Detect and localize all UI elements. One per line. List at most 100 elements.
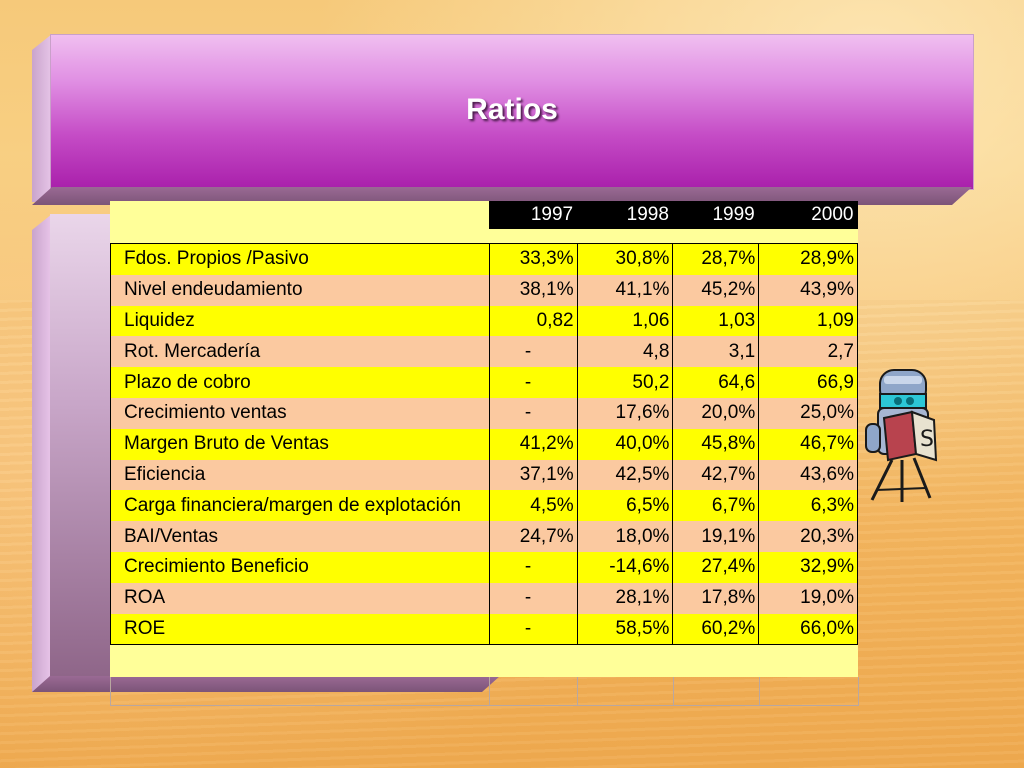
row-label: Liquidez xyxy=(110,305,490,337)
row-label: Nivel endeudamiento xyxy=(110,274,490,306)
row-label: ROE xyxy=(110,613,490,646)
value-cell-1997: 4,5% xyxy=(488,490,578,522)
value-cell-1997: 0,82 xyxy=(488,305,578,337)
table-spacer-row xyxy=(110,229,858,244)
value-cell-1999: 6,7% xyxy=(672,490,759,522)
value-cell-1997: - xyxy=(488,551,578,583)
table-trailing-gridlines xyxy=(110,677,859,707)
row-label: Fdos. Propios /Pasivo xyxy=(110,242,490,275)
row-label: Margen Bruto de Ventas xyxy=(110,428,490,460)
value-cell-2000: 2,7 xyxy=(758,336,858,368)
table-row: Crecimiento Beneficio - -14,6% 27,4% 32,9% xyxy=(110,551,858,583)
table-row: Carga financiera/margen de explotación 4,… xyxy=(110,490,858,522)
column-header-1998: 1998 xyxy=(577,201,673,229)
value-cell-2000: 43,6% xyxy=(758,459,858,491)
table-row: Fdos. Propios /Pasivo 33,3% 30,8% 28,7% 28,9… xyxy=(110,242,858,275)
value-cell-1999: 45,2% xyxy=(672,274,759,306)
value-cell-1998: 17,6% xyxy=(576,397,673,429)
value-cell-1999: 1,03 xyxy=(672,305,759,337)
value-cell-2000: 6,3% xyxy=(758,490,858,522)
table-row: ROE -58,5% 60,2% 66,0% xyxy=(110,613,858,646)
value-cell-1997: 37,1% xyxy=(488,459,578,491)
value-cell-1997: - xyxy=(488,613,578,646)
value-cell-1999: 27,4% xyxy=(672,551,759,583)
row-label: Carga financiera/margen de explotación xyxy=(110,490,490,522)
table-row: Margen Bruto de Ventas 41,2% 40,0% 45,8% 46,… xyxy=(110,428,858,460)
ratios-table: 1997 1998 1999 2000 Fdos. Propios /Pasivo 33,… xyxy=(110,201,858,646)
table-row: Nivel endeudamiento 38,1% 41,1% 45,2% 43,9% xyxy=(110,274,858,306)
value-cell-1998: 50,2 xyxy=(576,367,673,398)
value-cell-2000: 1,09 xyxy=(758,305,858,337)
value-cell-1999: 28,7% xyxy=(672,242,759,275)
value-cell-1998: 18,0% xyxy=(576,521,673,552)
value-cell-2000: 28,9% xyxy=(758,242,858,275)
value-cell-1997: - xyxy=(488,367,578,398)
value-cell-2000: 32,9% xyxy=(758,551,858,583)
value-cell-1999: 64,6 xyxy=(672,367,759,398)
banner-bevel-side xyxy=(32,34,52,202)
spacer-cell xyxy=(672,229,759,244)
title-banner: Ratios xyxy=(50,34,974,190)
content-box-bevel-side xyxy=(32,214,52,692)
value-cell-1998: 28,1% xyxy=(576,582,673,614)
row-label: BAI/Ventas xyxy=(110,521,490,552)
ratios-table-container: 1997 1998 1999 2000 Fdos. Propios /Pasivo 33,… xyxy=(110,201,858,677)
value-cell-1999: 17,8% xyxy=(672,582,759,614)
value-cell-1999: 60,2% xyxy=(672,613,759,646)
row-label: Plazo de cobro xyxy=(110,367,490,398)
value-cell-1997: 41,2% xyxy=(488,428,578,460)
row-label: Rot. Mercadería xyxy=(110,336,490,368)
banner-bevel-bottom xyxy=(32,187,972,205)
value-cell-1998: -14,6% xyxy=(576,551,673,583)
table-row: ROA -28,1% 17,8% 19,0% xyxy=(110,582,858,614)
header-blank-cell xyxy=(110,201,490,229)
value-cell-1998: 41,1% xyxy=(576,274,673,306)
value-cell-1997: 33,3% xyxy=(488,242,578,275)
slide-title: Ratios xyxy=(466,93,558,126)
spacer-cell xyxy=(489,229,578,244)
spacer-cell xyxy=(110,229,490,244)
value-cell-2000: 66,0% xyxy=(758,613,858,646)
value-cell-1998: 1,06 xyxy=(576,305,673,337)
value-cell-1998: 40,0% xyxy=(576,428,673,460)
spacer-cell xyxy=(577,229,673,244)
table-row: BAI/Ventas 24,7% 18,0% 19,1% 20,3% xyxy=(110,521,858,552)
value-cell-1999: 20,0% xyxy=(672,397,759,429)
value-cell-1999: 3,1 xyxy=(672,336,759,368)
value-cell-2000: 66,9 xyxy=(758,367,858,398)
value-cell-1997: 38,1% xyxy=(488,274,578,306)
value-cell-1999: 19,1% xyxy=(672,521,759,552)
value-cell-1998: 30,8% xyxy=(576,242,673,275)
value-cell-1997: - xyxy=(488,397,578,429)
column-header-1999: 1999 xyxy=(672,201,759,229)
value-cell-1998: 4,8 xyxy=(576,336,673,368)
value-cell-2000: 25,0% xyxy=(758,397,858,429)
value-cell-1997: - xyxy=(488,582,578,614)
spacer-cell xyxy=(758,229,858,244)
table-row: Plazo de cobro -50,2 64,6 66,9 xyxy=(110,367,858,398)
value-cell-2000: 20,3% xyxy=(758,521,858,552)
value-cell-1999: 45,8% xyxy=(672,428,759,460)
table-row: Rot. Mercadería -4,8 3,1 2,7 xyxy=(110,336,858,368)
value-cell-1997: 24,7% xyxy=(488,521,578,552)
row-label: Crecimiento ventas xyxy=(110,397,490,429)
table-row: Eficiencia 37,1% 42,5% 42,7% 43,6% xyxy=(110,459,858,491)
row-label: Crecimiento Beneficio xyxy=(110,551,490,583)
column-header-1997: 1997 xyxy=(489,201,578,229)
value-cell-1998: 6,5% xyxy=(576,490,673,522)
value-cell-2000: 19,0% xyxy=(758,582,858,614)
value-cell-1997: - xyxy=(488,336,578,368)
value-cell-2000: 46,7% xyxy=(758,428,858,460)
table-header-row: 1997 1998 1999 2000 xyxy=(110,201,858,229)
column-header-2000: 2000 xyxy=(758,201,858,229)
row-label: ROA xyxy=(110,582,490,614)
value-cell-1998: 58,5% xyxy=(576,613,673,646)
content-box-bevel-bottom xyxy=(32,676,500,692)
reading-robot-clipart-icon: S xyxy=(865,369,938,502)
value-cell-1998: 42,5% xyxy=(576,459,673,491)
table-row: Liquidez 0,82 1,06 1,03 1,09 xyxy=(110,305,858,337)
table-row: Crecimiento ventas -17,6% 20,0% 25,0% xyxy=(110,397,858,429)
svg-text:S: S xyxy=(920,427,934,452)
value-cell-2000: 43,9% xyxy=(758,274,858,306)
value-cell-1999: 42,7% xyxy=(672,459,759,491)
